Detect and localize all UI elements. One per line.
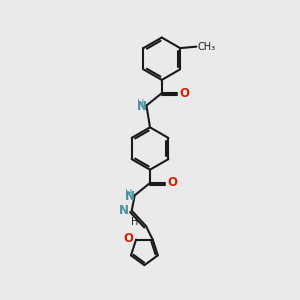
Text: O: O [124, 232, 134, 245]
Text: O: O [168, 176, 178, 190]
Text: O: O [179, 87, 189, 100]
Text: N: N [125, 190, 135, 203]
Text: N: N [136, 100, 146, 113]
Text: H: H [131, 218, 138, 227]
Text: H: H [137, 99, 144, 110]
Text: N: N [119, 204, 129, 217]
Text: CH₃: CH₃ [198, 42, 216, 52]
Text: H: H [125, 189, 132, 199]
